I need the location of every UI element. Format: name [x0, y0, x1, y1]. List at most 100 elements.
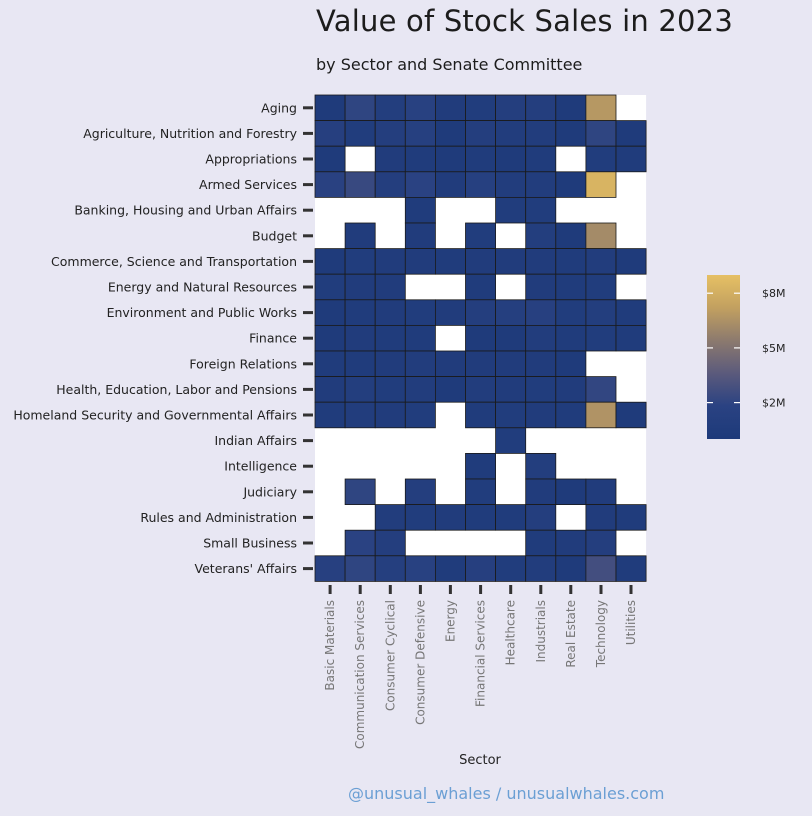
x-axis-title: Sector — [459, 753, 501, 768]
heatmap-cell — [404, 196, 436, 224]
heatmap-cell — [465, 94, 497, 122]
y-tick-label: Veterans' Affairs — [195, 561, 297, 576]
heatmap-cell — [465, 401, 497, 429]
chart-title: Value of Stock Sales in 2023 — [316, 4, 733, 38]
heatmap-cell — [525, 376, 557, 403]
heatmap-cell — [465, 504, 497, 531]
heatmap-cell — [525, 478, 557, 506]
heatmap-cell — [374, 555, 406, 582]
heatmap-cell — [314, 555, 346, 582]
heatmap-cell — [615, 504, 647, 531]
heatmap-cell — [314, 171, 346, 198]
heatmap-cell — [404, 299, 436, 326]
y-tick-label: Small Business — [203, 536, 297, 551]
heatmap-cell — [585, 222, 617, 250]
y-tick-label: Environment and Public Works — [107, 305, 297, 320]
colorbar-gradient — [707, 275, 740, 439]
heatmap-cell — [615, 401, 647, 429]
heatmap-cell — [404, 324, 436, 352]
heatmap-cell — [555, 376, 587, 403]
heatmap-cell — [465, 324, 497, 352]
heatmap-cell — [525, 299, 557, 326]
y-tick-label: Armed Services — [199, 177, 297, 192]
y-tick-label: Banking, Housing and Urban Affairs — [74, 203, 297, 218]
y-tick-label: Indian Affairs — [214, 433, 297, 448]
x-tick-label: Real Estate — [564, 600, 578, 668]
heatmap-cell — [555, 222, 587, 250]
heatmap-cell — [434, 504, 466, 531]
heatmap-cell — [615, 120, 647, 147]
heatmap-cell — [374, 529, 406, 557]
heatmap-cell — [585, 299, 617, 326]
heatmap-cell — [495, 196, 527, 224]
heatmap-cell — [404, 555, 436, 582]
heatmap-cell — [615, 145, 647, 173]
heatmap-cell — [344, 324, 376, 352]
heatmap-cell — [314, 273, 346, 301]
heatmap-cell — [374, 248, 406, 275]
y-tick-label: Foreign Relations — [189, 356, 297, 371]
heatmap-cell — [374, 273, 406, 301]
heatmap-cell — [465, 555, 497, 582]
heatmap-cell — [374, 94, 406, 122]
heatmap-cell — [525, 324, 557, 352]
y-tick-label: Energy and Natural Resources — [108, 280, 297, 295]
y-axis: Aging Agriculture, Nutrition and Forestry… — [13, 100, 313, 576]
heatmap-cell — [314, 350, 346, 378]
heatmap-cell — [344, 171, 376, 198]
y-tick-label: Rules and Administration — [140, 510, 297, 525]
heatmap-cell — [585, 248, 617, 275]
heatmap-cell — [314, 94, 346, 122]
heatmap-cell — [495, 504, 527, 531]
heatmap-cell — [404, 248, 436, 275]
heatmap-cell — [434, 171, 466, 198]
colorbar-tick-label: $5M — [762, 342, 786, 355]
heatmap-cell — [495, 427, 527, 454]
x-tick-label: Industrials — [534, 600, 548, 663]
heatmap-cell — [525, 555, 557, 582]
heatmap-cell — [314, 120, 346, 147]
heatmap-cell — [615, 324, 647, 352]
heatmap-cell — [525, 222, 557, 250]
heatmap-cell — [374, 299, 406, 326]
heatmap-cell — [495, 350, 527, 378]
x-tick-label: Communication Services — [353, 600, 367, 749]
heatmap-cell — [585, 555, 617, 582]
heatmap-cell — [465, 171, 497, 198]
heatmap-cell — [495, 401, 527, 429]
heatmap-cell — [555, 350, 587, 378]
y-tick-label: Intelligence — [224, 459, 297, 474]
heatmap-cell — [495, 324, 527, 352]
heatmap-cell — [314, 248, 346, 275]
heatmap-cell — [495, 299, 527, 326]
heatmap-cell — [434, 376, 466, 403]
heatmap-cell — [585, 376, 617, 403]
heatmap-cell — [555, 401, 587, 429]
x-tick-label: Energy — [443, 600, 457, 642]
heatmap-cell — [525, 273, 557, 301]
heatmap-cell — [465, 350, 497, 378]
heatmap-cell — [525, 350, 557, 378]
heatmap-cell — [525, 196, 557, 224]
heatmap-cell — [585, 324, 617, 352]
heatmap-cell — [404, 478, 436, 506]
heatmap-cell — [465, 145, 497, 173]
heatmap-cell — [434, 299, 466, 326]
heatmap-cell — [495, 94, 527, 122]
y-tick-label: Aging — [261, 100, 297, 115]
heatmap-cell — [585, 273, 617, 301]
heatmap-cell — [495, 145, 527, 173]
heatmap-cell — [585, 171, 617, 198]
heatmap-cell — [555, 478, 587, 506]
x-tick-label: Technology — [594, 600, 608, 668]
heatmap-cell — [525, 529, 557, 557]
heatmap-cell — [404, 401, 436, 429]
heatmap-cell — [555, 94, 587, 122]
heatmap-cell — [374, 145, 406, 173]
heatmap-cell — [585, 120, 617, 147]
y-tick-label: Health, Education, Labor and Pensions — [56, 382, 297, 397]
heatmap-cell — [615, 299, 647, 326]
heatmap-cell — [525, 94, 557, 122]
heatmap-cell — [344, 555, 376, 582]
